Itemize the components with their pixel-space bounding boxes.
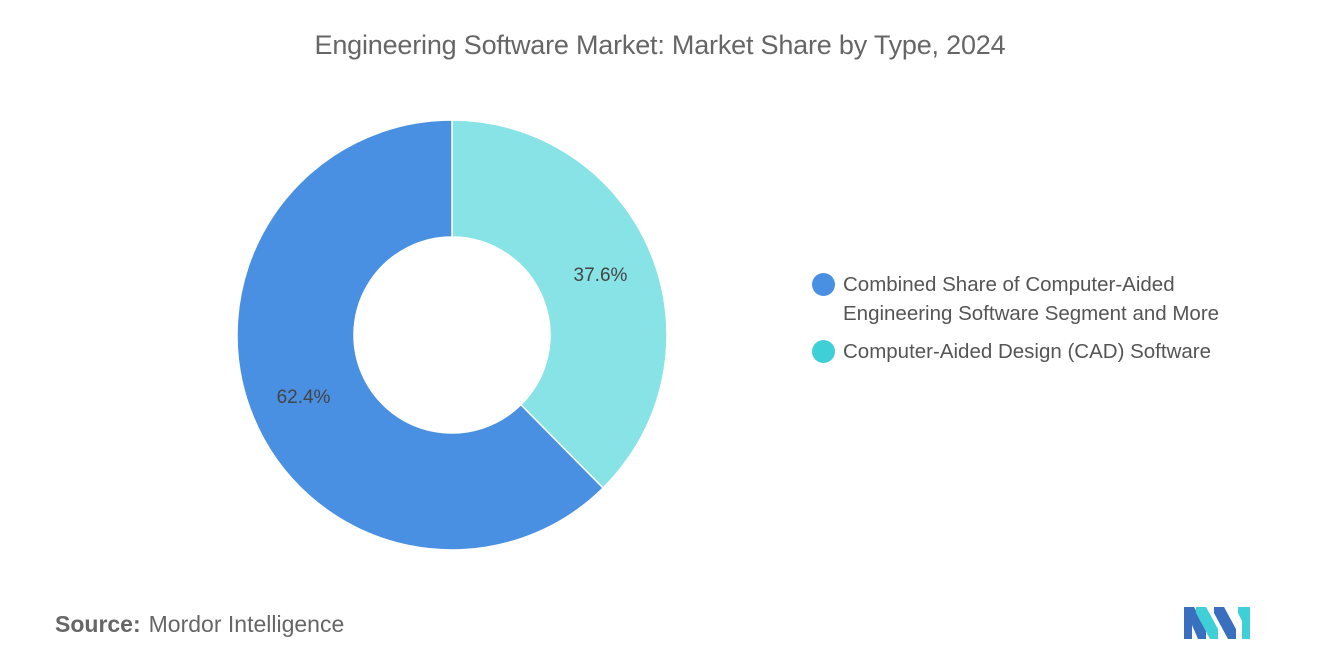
- mordor-intelligence-logo: [1184, 607, 1250, 639]
- slice-label-cae-combined: 62.4%: [277, 387, 331, 408]
- slice-cad[interactable]: [451, 119, 668, 490]
- legend-label-cae-line1: Combined Share of Computer-Aided: [843, 273, 1175, 296]
- legend-marker-cae: [812, 273, 835, 296]
- source-note: Source: Mordor Intelligence: [55, 611, 344, 638]
- legend: Combined Share of Computer-Aided Enginee…: [812, 270, 1292, 375]
- source-label: Source:: [55, 611, 141, 637]
- legend-label-cae-line2: Engineering Software Segment and More: [843, 302, 1220, 325]
- slice-cae-combined[interactable]: [236, 119, 605, 551]
- legend-item-cae[interactable]: Combined Share of Computer-Aided Enginee…: [812, 270, 1292, 328]
- legend-label-cad: Computer-Aided Design (CAD) Software: [843, 340, 1211, 363]
- chart-title: Engineering Software Market: Market Shar…: [314, 30, 1006, 60]
- source-text: Mordor Intelligence: [148, 611, 345, 637]
- slice-label-cad: 37.6%: [574, 265, 628, 286]
- legend-marker-cad: [812, 340, 835, 363]
- legend-item-cad[interactable]: Computer-Aided Design (CAD) Software: [812, 337, 1292, 366]
- donut-chart: 37.6% 62.4%: [236, 119, 668, 551]
